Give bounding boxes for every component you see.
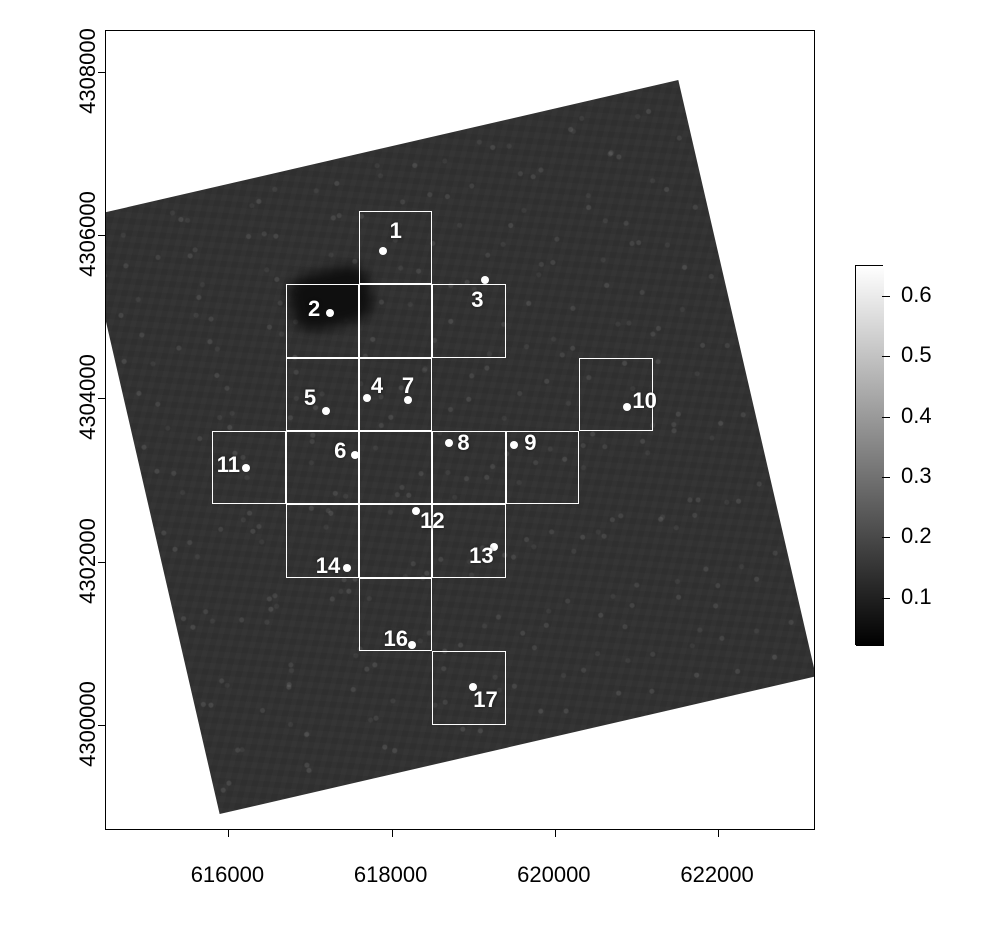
colorbar-tick (882, 598, 890, 599)
sample-point (242, 464, 250, 472)
y-axis-tick-label: 4306000 (75, 191, 101, 277)
x-axis-tick (718, 829, 719, 837)
colorbar-tick-label: 0.6 (901, 282, 932, 308)
sample-point (623, 403, 631, 411)
sample-point-label: 2 (308, 296, 320, 322)
sample-point (510, 441, 518, 449)
colorbar-tick (882, 537, 890, 538)
sample-point (351, 451, 359, 459)
sample-point-label: 12 (420, 508, 444, 534)
colorbar-tick-label: 0.3 (901, 463, 932, 489)
grid-cell (286, 431, 359, 504)
y-axis-tick-label: 4300000 (75, 681, 101, 767)
sample-point-label: 1 (390, 218, 402, 244)
sample-point (326, 309, 334, 317)
sample-point-label: 16 (383, 626, 407, 652)
sample-point (412, 507, 420, 515)
y-axis-tick-label: 4302000 (75, 518, 101, 604)
sample-point-label: 10 (632, 388, 656, 414)
x-axis-tick (228, 829, 229, 837)
sample-point (481, 276, 489, 284)
sample-point-label: 14 (316, 553, 340, 579)
colorbar-tick (882, 296, 890, 297)
colorbar-legend (855, 265, 883, 645)
grid-cell (286, 284, 359, 357)
sample-point-label: 4 (371, 373, 383, 399)
sample-point-label: 5 (304, 385, 316, 411)
x-axis-tick-label: 618000 (354, 862, 427, 888)
y-axis-tick-label: 4308000 (75, 28, 101, 114)
sample-point-label: 3 (471, 287, 483, 313)
colorbar-tick-label: 0.2 (901, 523, 932, 549)
sample-point (379, 247, 387, 255)
grid-cell (359, 284, 432, 357)
colorbar-tick (882, 417, 890, 418)
sample-point (343, 564, 351, 572)
colorbar-gradient (856, 266, 884, 646)
plot-frame: 12345678910111213141617 (105, 30, 815, 830)
grid-cell (359, 431, 432, 504)
sample-point-label: 9 (524, 430, 536, 456)
sample-point (322, 407, 330, 415)
sample-point-label: 8 (457, 430, 469, 456)
x-axis-tick (392, 829, 393, 837)
grid-cell (286, 358, 359, 431)
colorbar-tick-label: 0.4 (901, 403, 932, 429)
x-axis-tick (555, 829, 556, 837)
sample-point (408, 641, 416, 649)
y-axis-tick-label: 4304000 (75, 355, 101, 441)
colorbar-tick (882, 356, 890, 357)
colorbar-tick-label: 0.5 (901, 342, 932, 368)
sample-point (445, 439, 453, 447)
plot-area: 12345678910111213141617 (106, 31, 814, 829)
colorbar-tick (882, 477, 890, 478)
x-axis-tick-label: 620000 (517, 862, 590, 888)
sample-point-label: 13 (469, 543, 493, 569)
grid-cell (432, 284, 505, 357)
sample-point-label: 11 (217, 452, 240, 478)
sample-point-label: 7 (402, 373, 414, 399)
colorbar-tick-label: 0.1 (901, 584, 932, 610)
sample-point-label: 17 (473, 687, 497, 713)
sample-point-label: 6 (334, 438, 346, 464)
x-axis-tick-label: 616000 (191, 862, 264, 888)
x-axis-tick-label: 622000 (680, 862, 753, 888)
